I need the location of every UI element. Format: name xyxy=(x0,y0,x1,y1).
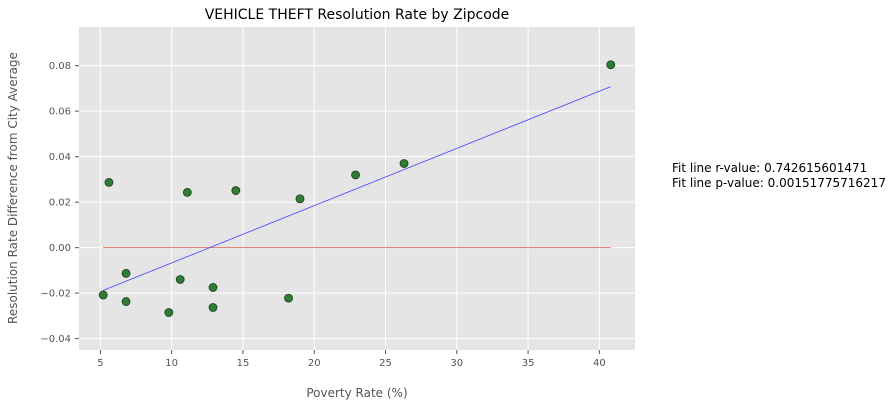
data-points xyxy=(98,60,616,317)
x-tick-label: 30 xyxy=(450,358,463,369)
y-axis-label: Resolution Rate Difference from City Ave… xyxy=(6,52,20,324)
scatter-point xyxy=(351,170,360,180)
x-tick-label: 5 xyxy=(97,358,103,369)
y-tick-label: 0.08 xyxy=(49,61,71,72)
scatter-point xyxy=(284,293,293,303)
x-tick-label: 40 xyxy=(593,358,606,369)
scatter-point xyxy=(295,194,305,204)
y-axis-ticks: −0.04 −0.02 0.00 0.02 0.04 0.06 0.08 xyxy=(40,61,79,345)
x-axis-label: Poverty Rate (%) xyxy=(306,386,407,400)
reference-lines xyxy=(103,86,611,291)
scatter-point xyxy=(606,60,616,70)
y-tick-label: 0.04 xyxy=(49,152,71,163)
x-tick-label: 20 xyxy=(308,358,321,369)
scatter-point xyxy=(399,159,409,168)
y-tick-label: −0.02 xyxy=(40,289,71,300)
scatter-point xyxy=(208,283,218,292)
scatter-point xyxy=(182,187,192,197)
chart-title: VEHICLE THEFT Resolution Rate by Zipcode xyxy=(205,7,510,23)
p-value-text: Fit line p-value: 0.00151775716217 xyxy=(672,176,886,190)
r-value-text: Fit line r-value: 0.742615601471 xyxy=(672,161,868,175)
y-tick-label: −0.04 xyxy=(40,334,71,345)
x-axis-ticks: 5 10 15 20 25 30 35 40 xyxy=(97,350,606,369)
scatter-point xyxy=(175,275,185,284)
scatter-point xyxy=(98,290,108,300)
x-tick-label: 25 xyxy=(379,358,392,369)
fit-line xyxy=(103,86,611,291)
y-tick-label: 0.00 xyxy=(49,243,71,254)
x-tick-label: 10 xyxy=(165,358,178,369)
scatter-point xyxy=(121,268,131,278)
scatter-point xyxy=(208,303,218,312)
x-tick-label: 15 xyxy=(237,358,250,369)
scatter-point xyxy=(164,308,174,317)
y-tick-label: 0.06 xyxy=(49,107,71,118)
scatter-point xyxy=(121,297,131,306)
scatter-point xyxy=(231,186,241,195)
scatter-point xyxy=(104,177,114,187)
fit-stats: Fit line r-value: 0.742615601471 Fit lin… xyxy=(672,161,886,191)
y-tick-label: 0.02 xyxy=(49,198,71,209)
x-tick-label: 35 xyxy=(522,358,535,369)
